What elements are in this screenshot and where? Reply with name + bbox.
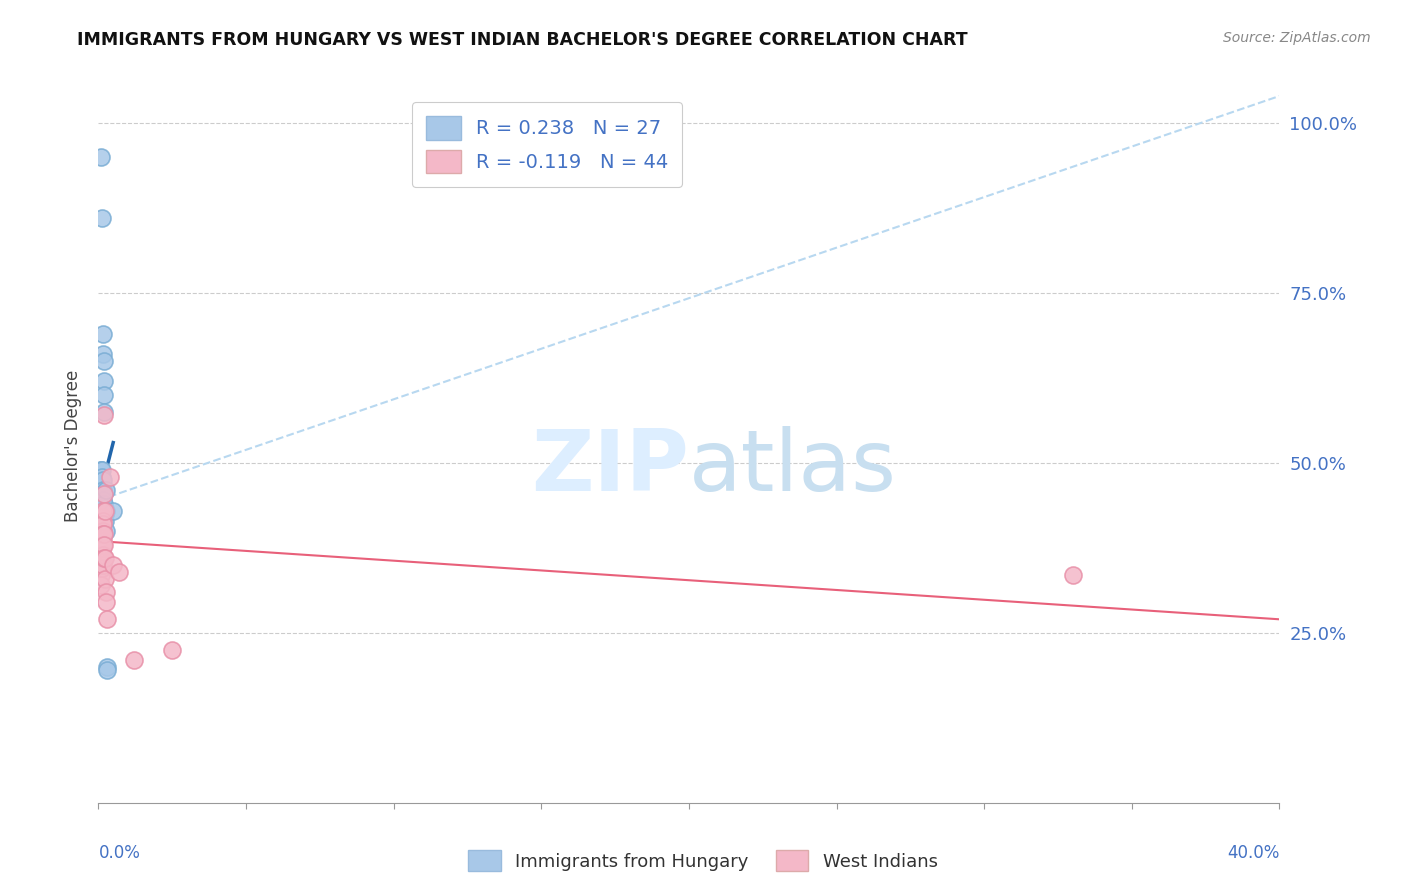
Point — [94, 572, 117, 586]
Point — [91, 534, 114, 549]
Point — [91, 541, 114, 555]
Point — [93, 503, 115, 517]
Point — [90, 463, 112, 477]
Point — [91, 503, 114, 517]
Point — [91, 524, 114, 538]
Point — [91, 517, 114, 532]
Point — [108, 565, 131, 579]
Point — [91, 493, 114, 508]
Point — [91, 500, 114, 515]
Point — [89, 520, 111, 534]
Point — [98, 469, 121, 483]
Legend: R = 0.238   N = 27, R = -0.119   N = 44: R = 0.238 N = 27, R = -0.119 N = 44 — [412, 103, 682, 187]
Point — [91, 517, 114, 532]
Point — [89, 510, 111, 524]
Point — [96, 660, 118, 674]
Point — [91, 211, 114, 226]
Point — [91, 534, 114, 549]
Point — [94, 514, 117, 528]
Point — [91, 483, 114, 498]
Text: ZIP: ZIP — [531, 425, 689, 509]
Point — [90, 541, 112, 555]
Point — [93, 551, 115, 566]
Text: Source: ZipAtlas.com: Source: ZipAtlas.com — [1223, 31, 1371, 45]
Point — [94, 503, 117, 517]
Point — [91, 514, 114, 528]
Point — [91, 347, 114, 361]
Point — [91, 551, 114, 566]
Point — [90, 548, 112, 562]
Point — [90, 578, 112, 592]
Point — [91, 558, 114, 572]
Point — [91, 510, 114, 524]
Point — [93, 486, 115, 500]
Point — [90, 531, 112, 545]
Text: IMMIGRANTS FROM HUNGARY VS WEST INDIAN BACHELOR'S DEGREE CORRELATION CHART: IMMIGRANTS FROM HUNGARY VS WEST INDIAN B… — [77, 31, 967, 49]
Text: 0.0%: 0.0% — [98, 845, 141, 863]
Point — [93, 497, 115, 511]
Y-axis label: Bachelor's Degree: Bachelor's Degree — [65, 370, 83, 522]
Point — [93, 405, 115, 419]
Point — [91, 561, 114, 575]
Text: atlas: atlas — [689, 425, 897, 509]
Point — [96, 612, 118, 626]
Point — [91, 473, 114, 487]
Point — [91, 548, 114, 562]
Point — [91, 537, 114, 551]
Text: 40.0%: 40.0% — [1227, 845, 1279, 863]
Point — [103, 558, 125, 572]
Point — [93, 354, 115, 368]
Point — [93, 388, 115, 402]
Point — [94, 503, 117, 517]
Point — [91, 524, 114, 538]
Point — [94, 483, 117, 498]
Point — [93, 409, 115, 423]
Point — [90, 534, 112, 549]
Point — [103, 503, 125, 517]
Point — [94, 507, 117, 521]
Point — [90, 555, 112, 569]
Point — [90, 463, 112, 477]
Point — [1062, 568, 1084, 582]
Point — [90, 524, 112, 538]
Point — [162, 643, 183, 657]
Point — [90, 150, 112, 164]
Point — [94, 595, 117, 609]
Point — [91, 326, 114, 341]
Point — [96, 663, 118, 677]
Point — [93, 527, 115, 541]
Point — [91, 469, 114, 483]
Point — [93, 375, 115, 389]
Point — [91, 463, 114, 477]
Point — [93, 537, 115, 551]
Point — [91, 486, 114, 500]
Point — [90, 561, 112, 575]
Point — [122, 653, 145, 667]
Point — [94, 585, 117, 599]
Point — [94, 524, 117, 538]
Point — [94, 551, 117, 566]
Point — [90, 568, 112, 582]
Point — [91, 527, 114, 541]
Legend: Immigrants from Hungary, West Indians: Immigrants from Hungary, West Indians — [461, 843, 945, 879]
